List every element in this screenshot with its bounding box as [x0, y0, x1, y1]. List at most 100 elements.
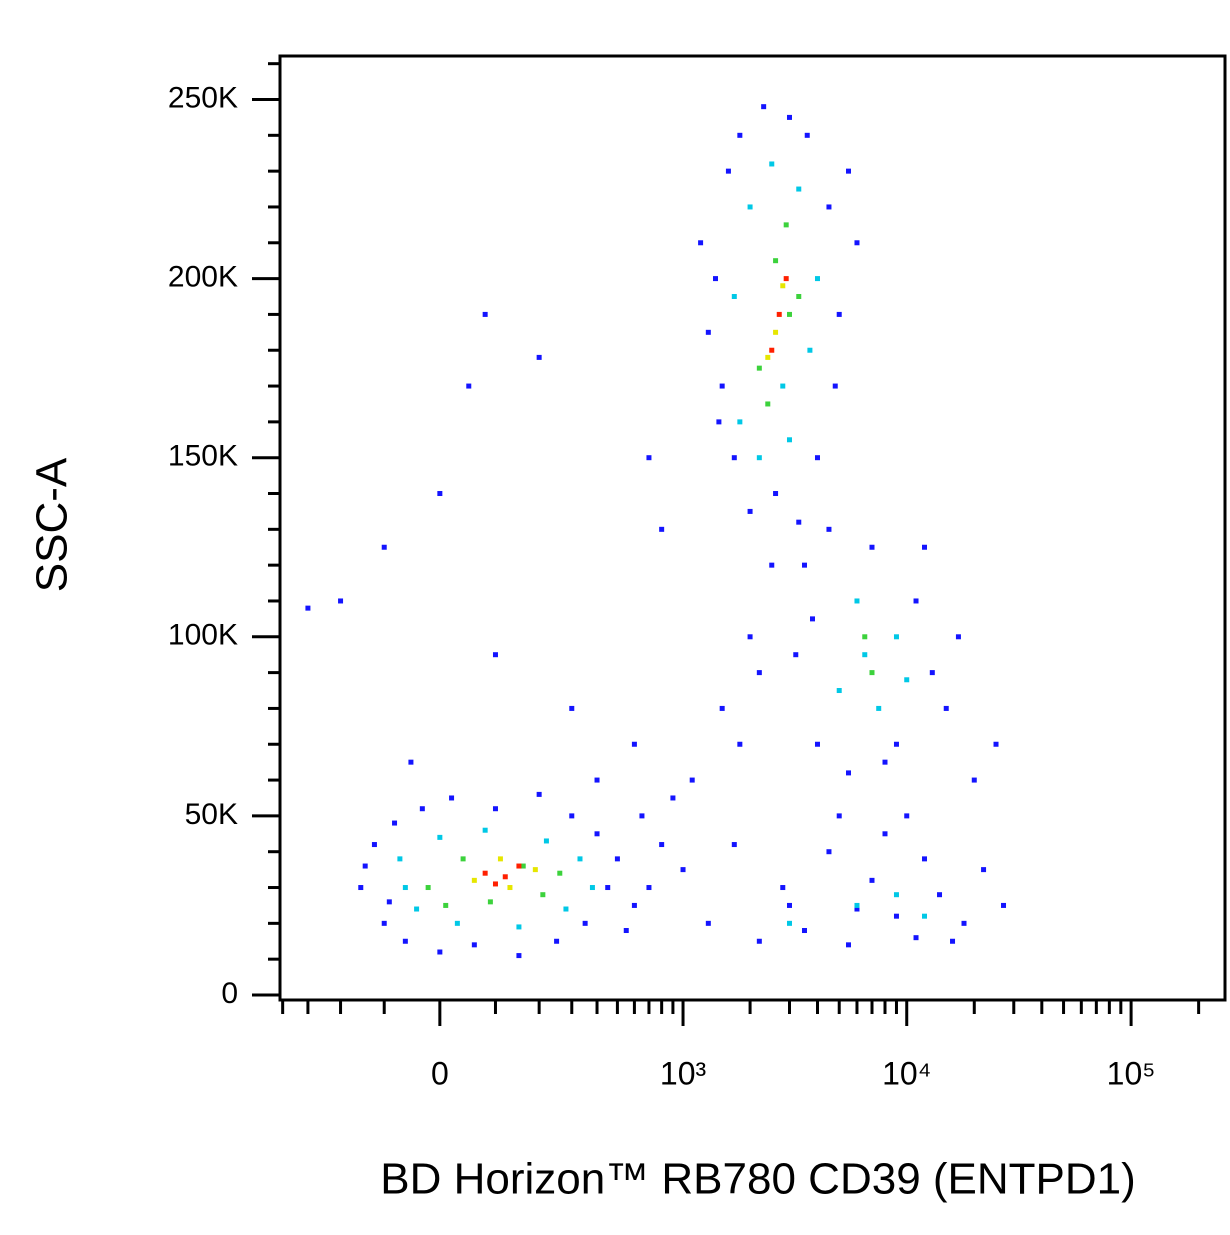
point: [1001, 902, 1007, 908]
point: [563, 906, 569, 912]
point: [993, 741, 999, 747]
point: [698, 240, 704, 246]
point: [796, 186, 802, 192]
point: [646, 885, 652, 891]
point: [809, 616, 815, 622]
point: [773, 329, 779, 335]
point: [492, 652, 498, 658]
point: [731, 842, 737, 848]
point: [804, 132, 810, 138]
plot-frame: [278, 54, 1227, 1002]
point: [402, 938, 408, 944]
point: [950, 938, 956, 944]
point: [981, 867, 987, 873]
point: [937, 892, 943, 898]
point: [869, 544, 875, 550]
point: [516, 863, 522, 869]
point: [922, 913, 928, 919]
point: [731, 294, 737, 300]
point: [862, 652, 868, 658]
y-axis-label: SSC-A: [28, 457, 77, 592]
point: [971, 777, 977, 783]
point: [876, 705, 882, 711]
point: [780, 383, 786, 389]
point: [569, 813, 575, 819]
point: [492, 806, 498, 812]
point: [769, 161, 775, 167]
point: [402, 885, 408, 891]
point: [747, 204, 753, 210]
point: [904, 677, 910, 683]
point: [780, 885, 786, 891]
point: [719, 705, 725, 711]
point: [807, 347, 813, 353]
point: [507, 885, 513, 891]
point: [719, 383, 725, 389]
point: [786, 114, 792, 120]
point: [893, 913, 899, 919]
point: [460, 856, 466, 862]
point: [913, 598, 919, 604]
x-tick-label: 10⁴: [882, 1055, 931, 1091]
point: [631, 741, 637, 747]
point: [497, 856, 503, 862]
point: [801, 928, 807, 934]
point: [362, 863, 368, 869]
point: [786, 902, 792, 908]
point: [955, 634, 961, 640]
point: [761, 104, 767, 110]
y-tick-label: 250K: [168, 81, 238, 114]
point: [646, 455, 652, 461]
point: [801, 562, 807, 568]
point: [773, 258, 779, 264]
point: [471, 877, 477, 883]
point: [862, 634, 868, 640]
point: [594, 831, 600, 837]
point: [557, 870, 563, 876]
point: [492, 881, 498, 887]
point: [659, 526, 665, 532]
point: [780, 283, 786, 289]
point: [397, 856, 403, 862]
point: [487, 899, 493, 905]
point: [466, 383, 472, 389]
point: [922, 856, 928, 862]
point: [358, 885, 364, 891]
point: [922, 544, 928, 550]
point: [381, 920, 387, 926]
point: [680, 867, 686, 873]
point: [437, 949, 443, 955]
point: [536, 354, 542, 360]
x-tick-label: 10³: [660, 1055, 707, 1091]
point: [747, 508, 753, 514]
point: [836, 813, 842, 819]
point: [623, 928, 629, 934]
point: [582, 920, 588, 926]
point: [386, 899, 392, 905]
point: [443, 902, 449, 908]
point: [814, 455, 820, 461]
point: [605, 885, 611, 891]
point: [716, 419, 722, 425]
point: [408, 759, 414, 765]
y-tick-label: 0: [221, 977, 238, 1010]
point: [381, 544, 387, 550]
point: [769, 562, 775, 568]
point: [756, 670, 762, 676]
point: [482, 311, 488, 317]
point: [786, 437, 792, 443]
point: [414, 906, 420, 912]
point: [737, 741, 743, 747]
point: [338, 598, 344, 604]
point: [869, 670, 875, 676]
point: [305, 605, 311, 611]
point: [569, 705, 575, 711]
point: [773, 491, 779, 497]
point: [765, 401, 771, 407]
point: [659, 842, 665, 848]
point: [437, 491, 443, 497]
y-tick-label: 200K: [168, 261, 238, 294]
point: [783, 276, 789, 282]
point: [913, 935, 919, 941]
